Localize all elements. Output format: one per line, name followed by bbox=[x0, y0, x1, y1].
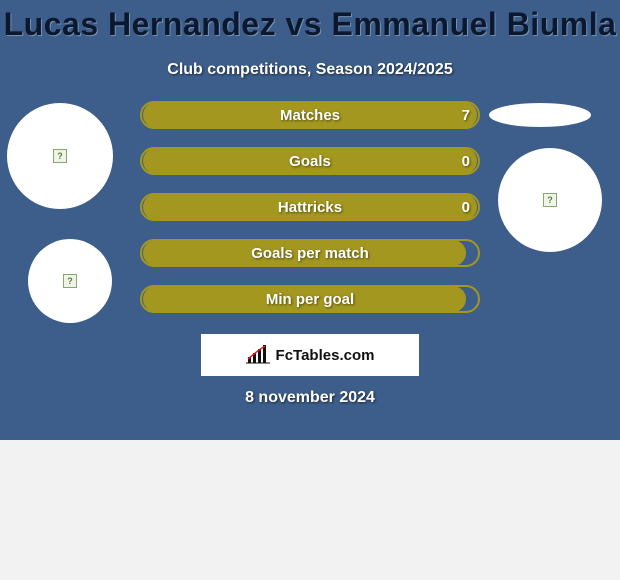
stat-bar-value-right: 0 bbox=[462, 199, 470, 216]
player2-badge bbox=[489, 103, 591, 127]
stat-bar: Hattricks 0 bbox=[140, 193, 480, 221]
image-placeholder-icon bbox=[63, 274, 77, 288]
brand-badge: FcTables.com bbox=[201, 334, 419, 376]
comparison-content: Matches 7 Goals 0 Hattricks 0 Goals per match M… bbox=[0, 79, 620, 419]
chart-icon bbox=[246, 345, 270, 365]
stat-bar-value-right: 7 bbox=[462, 107, 470, 124]
page-title: Lucas Hernandez vs Emmanuel Biumla bbox=[0, 2, 620, 47]
stat-bar-label: Goals bbox=[289, 153, 331, 170]
stat-bar-label: Goals per match bbox=[251, 245, 369, 262]
stat-bar: Goals 0 bbox=[140, 147, 480, 175]
stat-bars: Matches 7 Goals 0 Hattricks 0 Goals per match M… bbox=[140, 101, 480, 313]
snapshot-date: 8 november 2024 bbox=[245, 389, 375, 407]
stat-bar-label: Min per goal bbox=[266, 291, 354, 308]
header-block: Lucas Hernandez vs Emmanuel Biumla Club … bbox=[0, 0, 620, 79]
brand-text: FcTables.com bbox=[276, 347, 375, 364]
stat-bar: Min per goal bbox=[140, 285, 480, 313]
stat-bar: Matches 7 bbox=[140, 101, 480, 129]
player2-avatar bbox=[498, 148, 602, 252]
stat-bar-label: Matches bbox=[280, 107, 340, 124]
image-placeholder-icon bbox=[53, 149, 67, 163]
stat-bar: Goals per match bbox=[140, 239, 480, 267]
player1-club-avatar bbox=[28, 239, 112, 323]
player1-avatar bbox=[7, 103, 113, 209]
page-subtitle: Club competitions, Season 2024/2025 bbox=[0, 47, 620, 79]
image-placeholder-icon bbox=[543, 193, 557, 207]
stat-bar-value-right: 0 bbox=[462, 153, 470, 170]
stat-bar-label: Hattricks bbox=[278, 199, 342, 216]
